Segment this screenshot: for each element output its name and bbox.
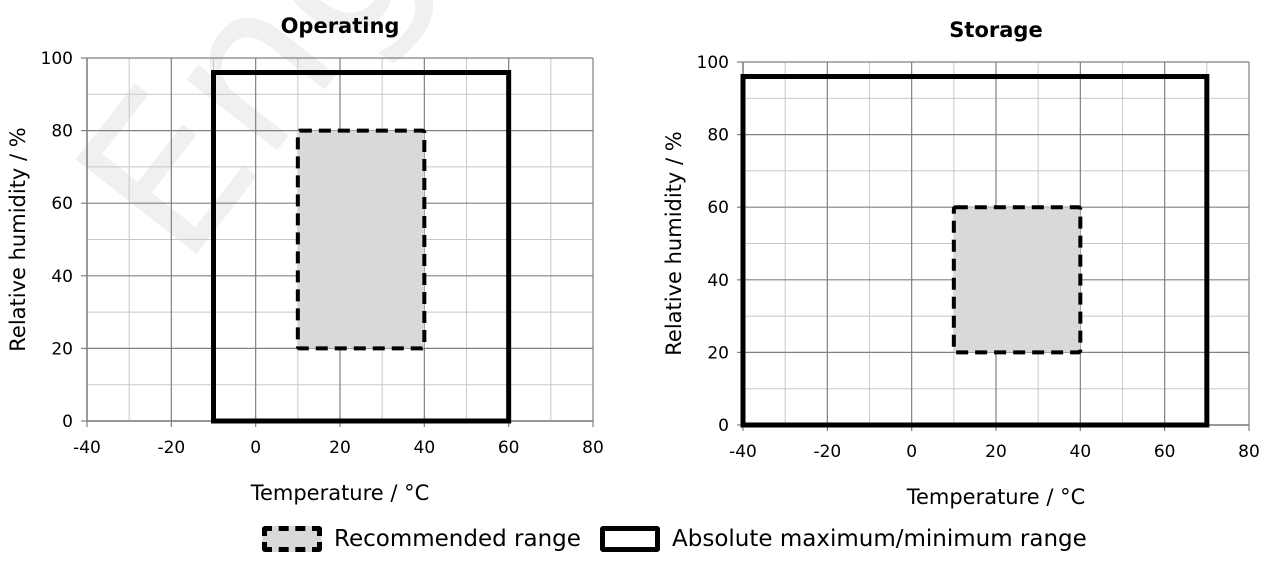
x-tick-label: -40: [729, 442, 757, 462]
x-axis-label: Temperature / °C: [906, 485, 1086, 509]
legend-label-recommended: Recommended range: [334, 526, 581, 552]
chart-operating: -40 -20 0 20 40 60 80 0 20 40 60 80 100 Operating Temp…: [6, 14, 604, 505]
chart-title: Operating: [281, 14, 400, 38]
x-tick-label: 80: [1238, 442, 1260, 462]
x-tick-label: -20: [157, 438, 185, 458]
chart-title: Storage: [949, 18, 1042, 42]
y-tick-label: 0: [718, 416, 729, 436]
absolute-range-rect: [211, 70, 512, 424]
legend-item-absolute: Absolute maximum/minimum range: [600, 526, 1087, 552]
y-tick-label: 100: [697, 53, 729, 73]
x-tick-label: 80: [582, 438, 604, 458]
y-tick-label: 80: [51, 122, 73, 142]
absolute-swatch: [600, 526, 660, 552]
y-axis-label: Relative humidity / %: [662, 131, 686, 355]
y-tick-label: 40: [51, 267, 73, 287]
y-tick-label: 40: [707, 271, 729, 291]
x-tick-label: 40: [1070, 442, 1092, 462]
recommended-range-rect: [951, 205, 1083, 355]
x-tick-label: -20: [813, 442, 841, 462]
x-tick-label: 0: [250, 438, 261, 458]
y-tick-label: 80: [707, 126, 729, 146]
x-tick-label: 60: [498, 438, 520, 458]
x-axis-label: Temperature / °C: [250, 481, 430, 505]
y-tick-label: 60: [51, 194, 73, 214]
x-tick-label: -40: [73, 438, 101, 458]
y-tick-label: 60: [707, 198, 729, 218]
recommended-range-rect: [295, 128, 427, 351]
legend-item-recommended: Recommended range: [262, 526, 581, 552]
absolute-range-rect: [740, 74, 1210, 428]
chart-storage: -40 -20 0 20 40 60 80 0 20 40 60 80 100 Storage Temper…: [662, 18, 1260, 509]
y-tick-label: 0: [62, 412, 73, 432]
x-tick-label: 20: [985, 442, 1007, 462]
legend-label-absolute: Absolute maximum/minimum range: [672, 526, 1087, 552]
charts-canvas: -40 -20 0 20 40 60 80 0 20 40 60 80 100 Operating Temp…: [6, 14, 1260, 509]
legend: Recommended range Absolute maximum/minim…: [0, 520, 1272, 586]
x-tick-label: 40: [414, 438, 436, 458]
x-tick-label: 0: [906, 442, 917, 462]
recommended-swatch: [262, 526, 322, 552]
x-tick-label: 20: [329, 438, 351, 458]
y-axis-label: Relative humidity / %: [6, 127, 30, 351]
y-tick-label: 20: [51, 339, 73, 359]
y-tick-label: 100: [41, 49, 73, 69]
y-tick-label: 20: [707, 343, 729, 363]
x-tick-label: 60: [1154, 442, 1176, 462]
